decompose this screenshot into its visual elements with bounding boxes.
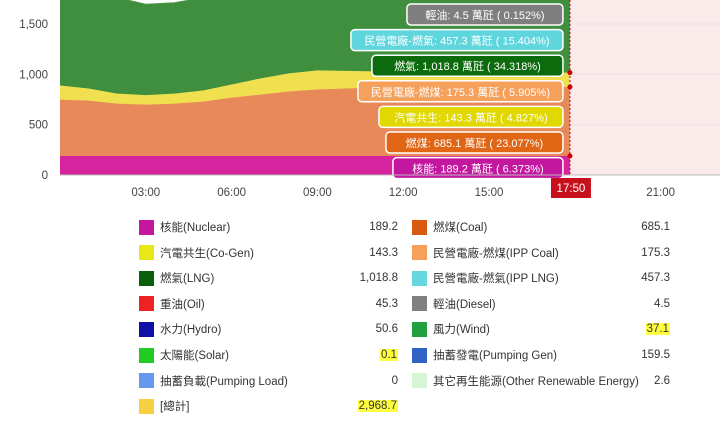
legend-item-left-2[interactable]: 燃氣(LNG) — [139, 268, 214, 288]
y-tick-label: 500 — [29, 120, 48, 132]
legend-swatch — [412, 245, 427, 261]
legend-item-right-3[interactable]: 輕油(Diesel) — [412, 294, 496, 314]
current-time-box — [550, 178, 591, 198]
generation-area-chart: 輕油: 4.5 萬瓩 ( 0.152%) 民營電廠-燃氣: 457.3 萬瓩 ( … — [19, 0, 720, 199]
legend-item-right-0[interactable]: 燃煤(Coal) — [412, 217, 487, 237]
tooltip-box — [357, 80, 564, 103]
legend-item-left-5[interactable]: 太陽能(Solar) — [139, 345, 229, 365]
legend-value: 37.1 — [645, 323, 670, 336]
future-region — [569, 0, 720, 175]
tooltip-text: 汽電共生: 143.3 萬瓩 ( 4.827%) — [394, 110, 547, 124]
legend-label: 民營電廠-燃氣(IPP LNG) — [433, 273, 559, 286]
tooltip-text: 民營電廠-燃氣: 457.3 萬瓩 ( 15.404%) — [364, 34, 549, 48]
legend-swatch — [139, 321, 154, 337]
x-tick-label: 21:00 — [646, 187, 675, 199]
y-tick-label: 1,000 — [19, 69, 48, 81]
legend-label: 燃煤(Coal) — [433, 222, 488, 234]
x-tick-label: 15:00 — [475, 187, 504, 199]
current-time-label: 17:50 — [557, 183, 586, 195]
legend-value: 4.5 — [654, 297, 670, 310]
legend-value: 457.3 — [641, 272, 670, 285]
legend-value: 50.6 — [375, 323, 398, 336]
tooltip-text: 民營電廠-燃煤: 175.3 萬瓩 ( 5.905%) — [371, 85, 550, 99]
area-series-2 — [60, 70, 570, 105]
legend-item-left-7[interactable]: [總計] — [139, 396, 189, 416]
tooltip-box — [371, 54, 564, 77]
current-point-1 — [567, 84, 573, 90]
legend-item-right-4[interactable]: 風力(Wind) — [412, 319, 490, 339]
legend-swatch — [412, 347, 427, 363]
legend-swatch — [139, 347, 154, 363]
legend-item-left-1[interactable]: 汽電共生(Co-Gen) — [139, 243, 254, 263]
legend-value: 143.3 — [369, 246, 398, 259]
legend-swatch — [139, 219, 154, 235]
legend-value: 1,018.8 — [359, 272, 398, 285]
legend-item-left-6[interactable]: 抽蓄負載(Pumping Load) — [139, 371, 288, 391]
legend-value: 189.2 — [369, 221, 398, 233]
legend-value: 45.3 — [375, 297, 398, 310]
legend-label: 汽電共生(Co-Gen) — [160, 247, 254, 260]
y-tick-label: 1,500 — [19, 19, 48, 31]
tooltip-text: 燃氣: 1,018.8 萬瓩 ( 34.318%) — [394, 59, 541, 73]
tooltip-box — [350, 28, 564, 52]
legend-label: 其它再生能源(Other Renewable Energy) — [433, 375, 639, 388]
legend-swatch — [139, 296, 154, 312]
legend-item-left-3[interactable]: 重油(Oil) — [139, 294, 205, 314]
area-series-line-3 — [122, 0, 196, 6]
legend-item-right-2[interactable]: 民營電廠-燃氣(IPP LNG) — [412, 268, 559, 288]
tooltip-text: 輕油: 4.5 萬瓩 ( 0.152%) — [425, 8, 544, 22]
legend-label: 民營電廠-燃煤(IPP Coal) — [433, 247, 559, 260]
legend-item-right-6[interactable]: 其它再生能源(Other Renewable Energy) — [412, 371, 639, 391]
legend-item-right-5[interactable]: 抽蓄發電(Pumping Gen) — [412, 345, 557, 365]
legend-label: 抽蓄負載(Pumping Load) — [160, 375, 288, 388]
tooltip-text: 燃煤: 685.1 萬瓩 ( 23.077%) — [406, 136, 544, 150]
legend-swatch — [412, 373, 427, 389]
x-tick-label: 09:00 — [303, 187, 332, 199]
legend-swatch — [139, 398, 154, 414]
legend-value: 2,968.7 — [357, 400, 398, 413]
legend-label: [總計] — [160, 401, 190, 414]
legend-swatch — [412, 219, 427, 235]
legend-value: 2.6 — [654, 374, 670, 387]
legend-value: 175.3 — [641, 246, 670, 259]
tooltip-box — [392, 156, 564, 180]
legend-label: 水力(Hydro) — [160, 324, 222, 337]
energy-legend: 核能(Nuclear) 189.2 汽電共生(Co-Gen) 143.3 燃氣(LNG)… — [0, 210, 720, 422]
legend-label: 核能(Nuclear) — [160, 222, 231, 234]
legend-value: 685.1 — [641, 221, 670, 233]
y-tick-label: 0 — [42, 170, 48, 182]
legend-swatch — [139, 270, 154, 286]
legend-label: 太陽能(Solar) — [160, 350, 230, 362]
tooltip-box — [385, 131, 564, 154]
legend-swatch — [412, 321, 427, 337]
legend-item-left-4[interactable]: 水力(Hydro) — [139, 319, 221, 339]
tooltip-box — [406, 3, 564, 26]
x-tick-label: 12:00 — [389, 187, 418, 199]
legend-value: 0.1 — [380, 349, 398, 361]
legend-label: 重油(Oil) — [160, 298, 205, 311]
legend-item-right-1[interactable]: 民營電廠-燃煤(IPP Coal) — [412, 243, 559, 263]
current-point-2 — [567, 70, 573, 76]
legend-swatch — [139, 245, 154, 261]
x-tick-label: 06:00 — [217, 187, 246, 199]
x-tick-label: 03:00 — [131, 187, 160, 199]
legend-swatch — [139, 373, 154, 389]
legend-value: 0 — [391, 374, 398, 387]
legend-label: 輕油(Diesel) — [433, 298, 496, 311]
legend-label: 抽蓄發電(Pumping Gen) — [433, 350, 557, 362]
legend-swatch — [412, 296, 427, 312]
tooltip-text: 核能: 189.2 萬瓩 ( 6.373%) — [412, 162, 543, 176]
current-point-0 — [567, 153, 573, 159]
legend-item-left-0[interactable]: 核能(Nuclear) — [139, 217, 230, 237]
legend-value: 159.5 — [641, 349, 670, 361]
legend-label: 燃氣(LNG) — [160, 273, 215, 286]
legend-label: 風力(Wind) — [433, 324, 490, 337]
tooltip-box — [378, 105, 564, 129]
legend-swatch — [412, 270, 427, 286]
